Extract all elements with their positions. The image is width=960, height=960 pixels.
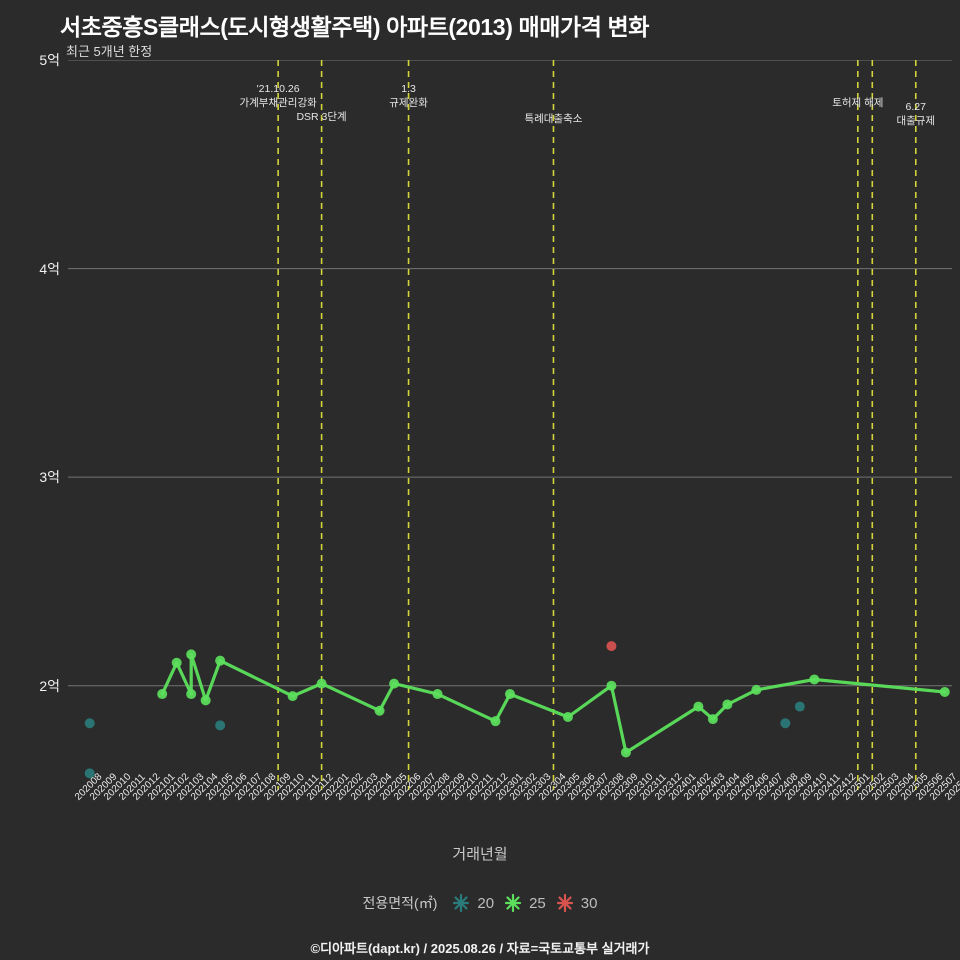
legend-marker-icon [556, 893, 573, 913]
y-tick-label: 3억 [39, 469, 60, 486]
annotation-line: 가계부채관리강화 [239, 97, 317, 110]
annotation-line: 토허제 해제 [832, 97, 884, 109]
legend-title: 전용면적(㎡) [362, 895, 438, 911]
legend: 전용면적(㎡) 20 25 30 [0, 893, 960, 913]
y-tick-label: 4억 [39, 260, 60, 277]
policy-annotation: 6.27 대출규제 [896, 100, 935, 128]
policy-annotation: 특례대출축소 [524, 112, 582, 126]
x-axis-title: 거래년월 [452, 846, 508, 863]
annotation-line: 대출규제 [896, 115, 936, 128]
legend-item-25[interactable]: 25 [503, 893, 546, 913]
annotation-line: 특례대출축소 [524, 113, 583, 125]
policy-annotation: '21.10.26 가계부채관리강화 [239, 82, 316, 110]
page-title: 서초중흥S클래스(도시형생활주택) 아파트(2013) 매매가격 변화 [60, 14, 649, 40]
y-tick-label: 2억 [39, 677, 60, 694]
legend-label: 25 [529, 894, 546, 912]
annotation-line: DSR 3단계 [296, 111, 347, 123]
y-tick-label: 5억 [39, 52, 60, 68]
legend-marker-icon [504, 893, 522, 913]
legend-item-20[interactable]: 20 [451, 893, 494, 913]
plot-area [68, 60, 952, 790]
annotation-line: '21.10.26 [256, 83, 300, 95]
legend-item-30[interactable]: 30 [555, 893, 598, 913]
policy-annotation: DSR 3단계 [296, 110, 346, 124]
policy-annotation: 토허제 해제 [832, 96, 883, 110]
annotation-line: 규제완화 [389, 97, 428, 110]
annotation-line: 1.3 [401, 83, 416, 95]
policy-annotation: 1.3 규제완화 [389, 82, 428, 110]
legend-marker-icon [453, 893, 470, 913]
legend-label: 30 [580, 894, 598, 912]
page-subtitle: 최근 5개년 한정 [66, 44, 153, 59]
chart-canvas [68, 60, 952, 790]
y-axis-ticks: 5억 4억 3억 2억 [0, 52, 60, 790]
footer-credit: ©디아파트(dapt.kr) / 2025.08.26 / 자료=국토교통부 실… [310, 941, 650, 956]
legend-label: 20 [477, 894, 495, 912]
annotation-line: 6.27 [905, 101, 926, 113]
